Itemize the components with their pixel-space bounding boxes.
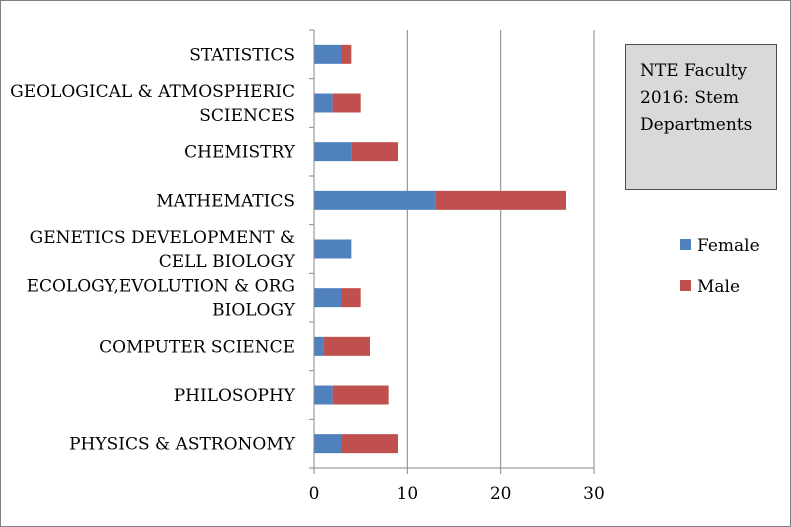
legend-swatch-female	[680, 239, 691, 250]
bar-female-5	[314, 288, 342, 308]
x-tick-label-2: 20	[490, 484, 512, 504]
bar-female-3	[314, 190, 436, 210]
chart-title: NTE Faculty 2016: Stem Departments	[640, 61, 753, 135]
bar-male-0	[342, 44, 352, 64]
x-tick-label-1: 10	[397, 484, 419, 504]
category-label-3-0: MATHEMATICS	[156, 191, 295, 211]
bar-male-6	[323, 336, 370, 356]
category-label-8-0: PHYSICS & ASTRONOMY	[69, 435, 296, 455]
category-label-1-1: SCIENCES	[199, 106, 295, 126]
category-label-5-0: ECOLOGY,EVOLUTION & ORG	[27, 277, 295, 297]
bar-female-8	[314, 434, 342, 454]
x-tick-label-3: 30	[583, 484, 605, 504]
bar-male-1	[332, 93, 361, 113]
category-label-2-0: CHEMISTRY	[184, 143, 296, 163]
category-label-6-0: COMPUTER SCIENCE	[99, 337, 295, 357]
category-label-4-1: CELL BIOLOGY	[159, 252, 296, 272]
bar-male-7	[332, 385, 389, 405]
bar-female-2	[314, 142, 352, 162]
bar-female-6	[314, 336, 324, 356]
bar-female-7	[314, 385, 333, 405]
legend-label-female: Female	[697, 236, 760, 256]
legend-label-male: Male	[697, 277, 740, 297]
category-label-0-0: STATISTICS	[189, 45, 295, 65]
bar-male-5	[342, 288, 361, 308]
bar-female-0	[314, 44, 342, 64]
bar-female-4	[314, 239, 352, 259]
category-label-1-0: GEOLOGICAL & ATMOSPHERIC	[10, 82, 295, 102]
bar-female-1	[314, 93, 333, 113]
legend-swatch-male	[680, 280, 691, 291]
category-label-4-0: GENETICS DEVELOPMENT &	[30, 228, 295, 248]
chart-title-box: NTE Faculty 2016: Stem Departments	[625, 44, 777, 190]
category-label-5-1: BIOLOGY	[212, 301, 296, 321]
bar-male-8	[342, 434, 398, 454]
bar-male-3	[435, 190, 566, 210]
category-label-7-0: PHILOSOPHY	[174, 386, 296, 406]
bar-male-2	[351, 142, 398, 162]
x-tick-label-0: 0	[309, 484, 320, 504]
